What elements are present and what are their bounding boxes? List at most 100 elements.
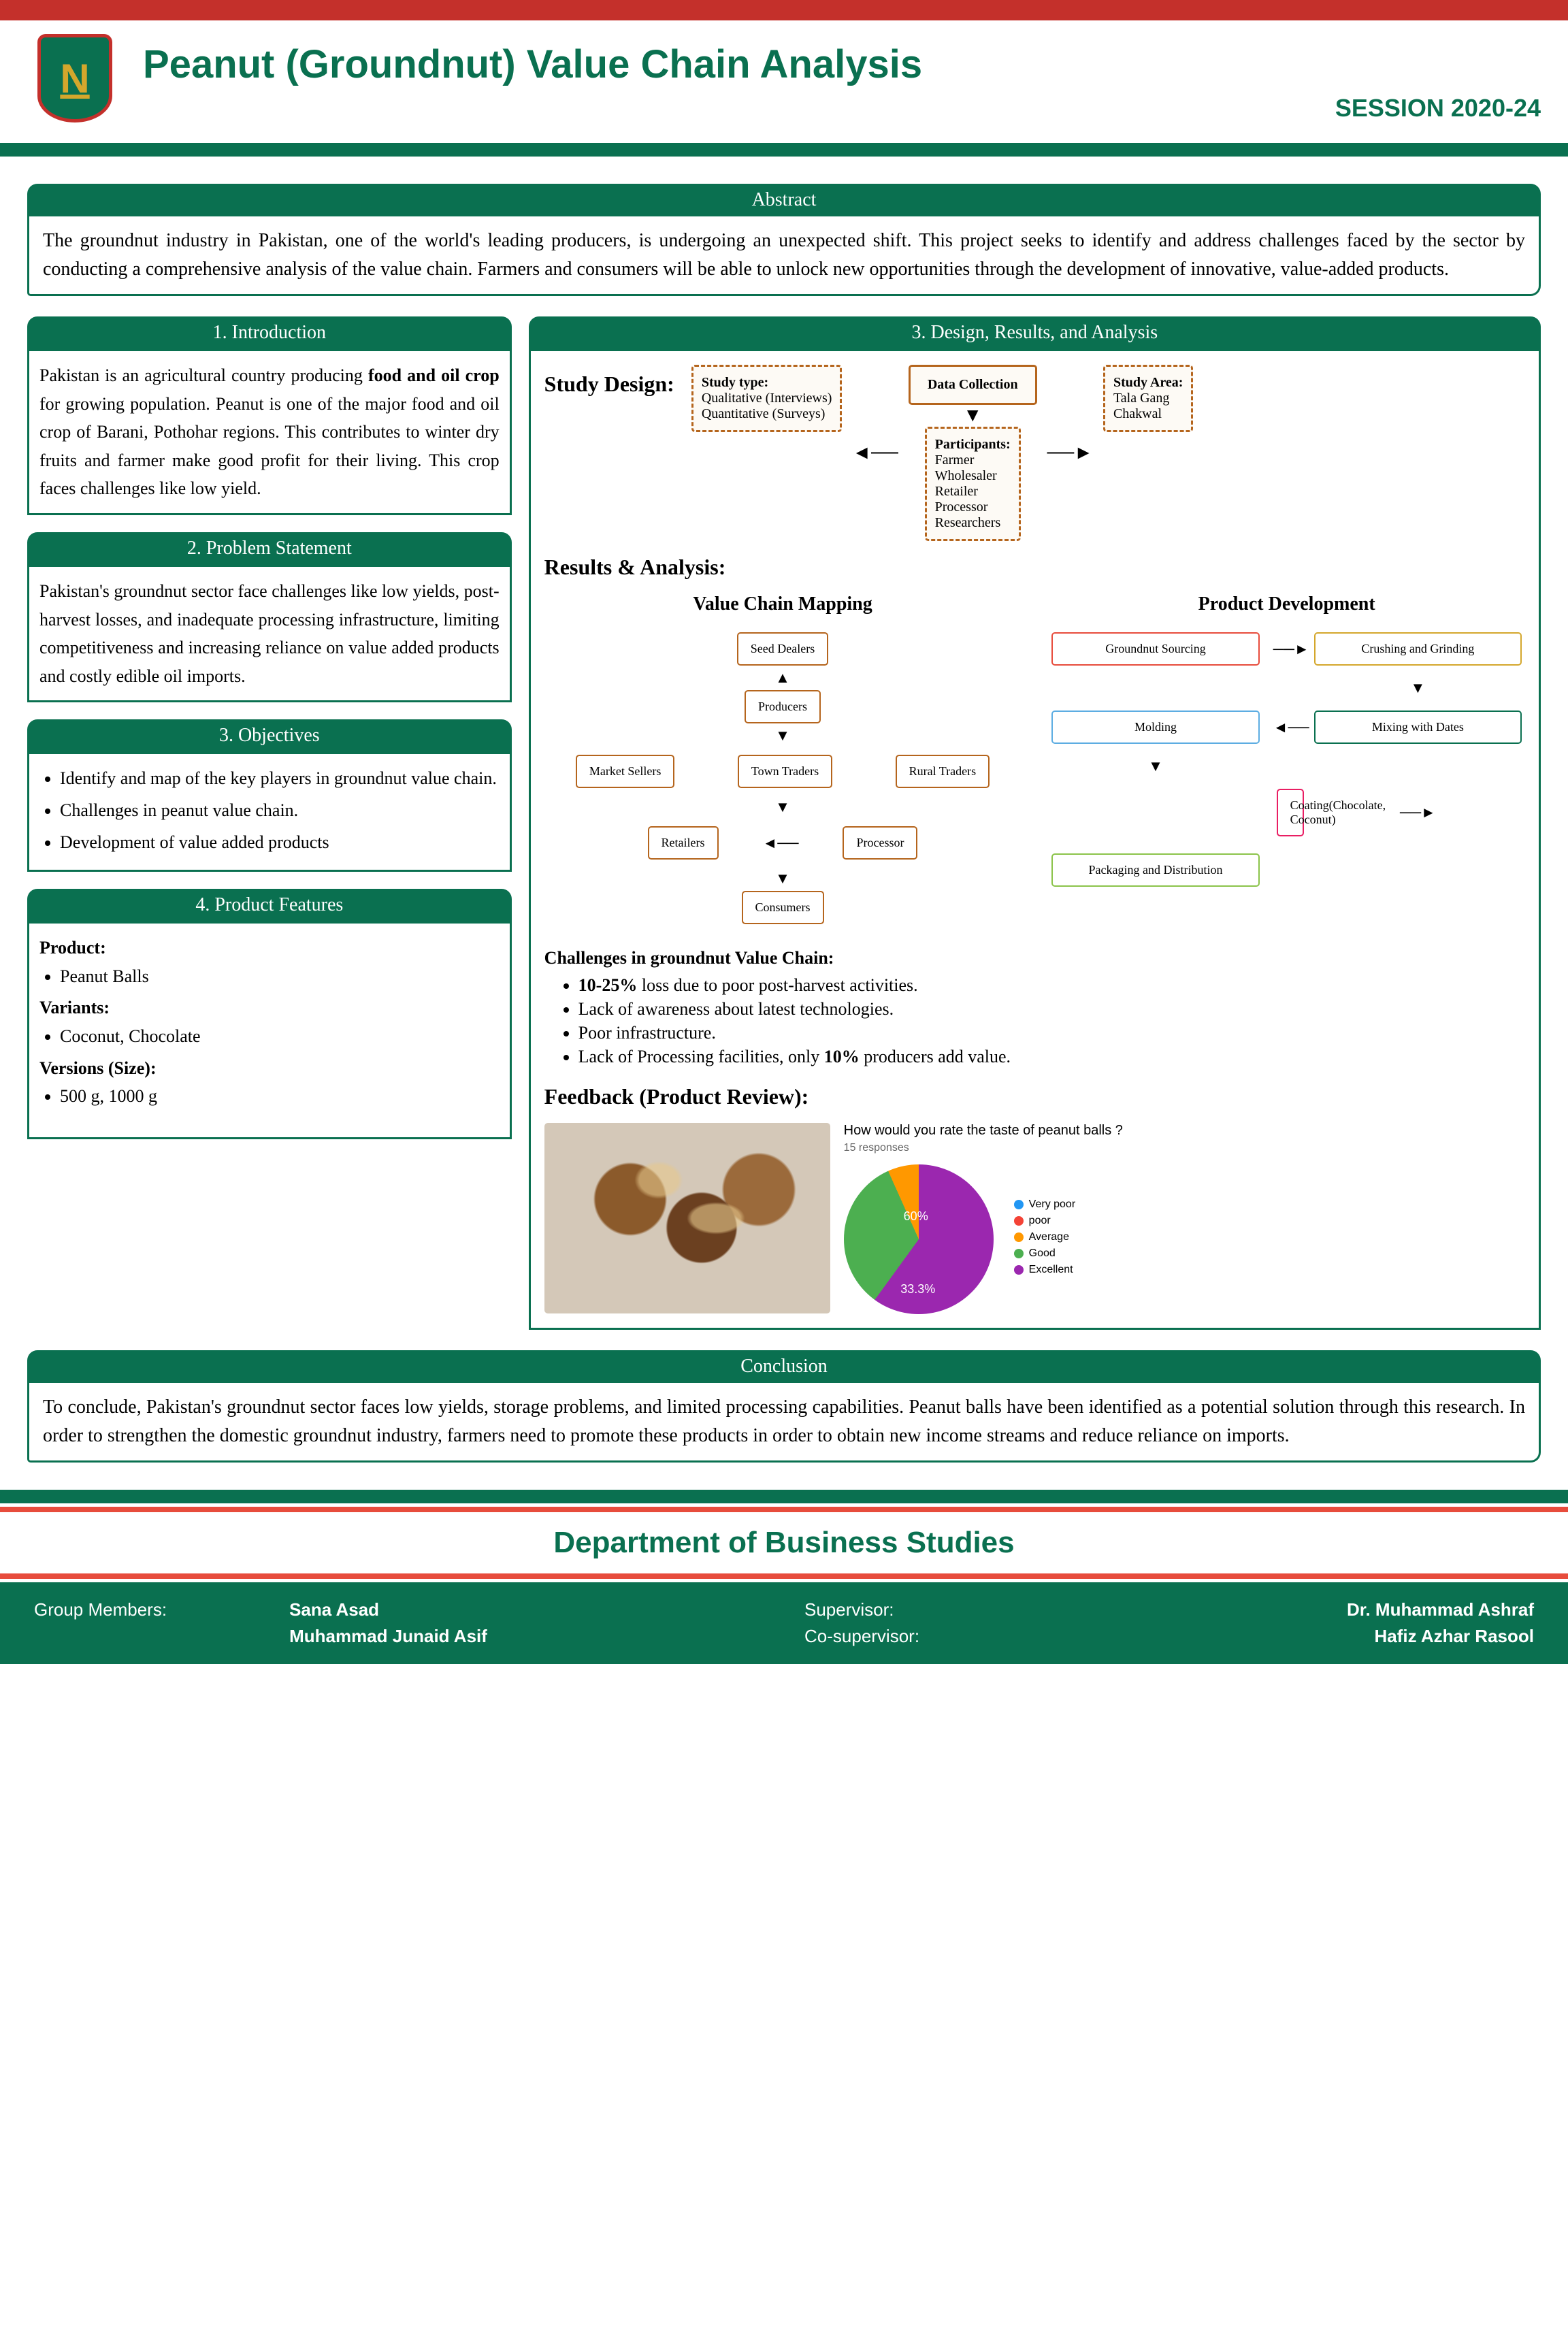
left-column: 1. Introduction Pakistan is an agricultu… [27, 316, 512, 1330]
feedback-title: Feedback (Product Review): [544, 1084, 1525, 1109]
abstract-heading: Abstract [27, 184, 1541, 216]
cosupervisor-name: Hafiz Azhar Rasool [1374, 1626, 1534, 1647]
vc-node: Rural Traders [896, 755, 990, 788]
objective-item: Development of value added products [60, 828, 500, 857]
objectives-list: Identify and map of the key players in g… [27, 752, 512, 872]
vc-node: Consumers [742, 891, 824, 924]
pie-legend: Very poor poor Average Good Excellent [1014, 1198, 1075, 1280]
logo: N [27, 34, 122, 129]
design-panel: Study Design: Study type: Qualitative (I… [529, 349, 1541, 1330]
objective-item: Challenges in peanut value chain. [60, 796, 500, 825]
arrow-down-icon: ▼ [963, 405, 982, 427]
arrow-up-icon: ▲ [544, 669, 1022, 687]
pd-title: Product Development [1048, 593, 1525, 615]
credits-bar: Group Members: Sana Asad Muhammad Junaid… [0, 1582, 1568, 1664]
arrow-down-icon: ▼ [544, 727, 1022, 745]
conclusion-heading: Conclusion [27, 1350, 1541, 1383]
pie-title: How would you rate the taste of peanut b… [844, 1123, 1525, 1139]
teal-divider [0, 143, 1568, 157]
teal-divider [0, 1490, 1568, 1503]
study-design-row: Study Design: Study type: Qualitative (I… [544, 365, 1525, 541]
arrow-left-icon: ◄── [763, 834, 799, 852]
main-title: Peanut (Groundnut) Value Chain Analysis [143, 42, 1541, 87]
arrow-down-icon: ▼ [544, 798, 1022, 816]
pd-node: Mixing with Dates [1314, 710, 1522, 744]
abstract-section: Abstract The groundnut industry in Pakis… [27, 184, 1541, 296]
features-section: 4. Product Features Product: Peanut Ball… [27, 889, 512, 1139]
problem-section: 2. Problem Statement Pakistan's groundnu… [27, 532, 512, 702]
vc-node: Market Sellers [576, 755, 674, 788]
legend-item: Excellent [1014, 1264, 1075, 1276]
members-label: Group Members: [34, 1599, 167, 1647]
legend-item: Good [1014, 1247, 1075, 1260]
features-body: Product: Peanut Balls Variants: Coconut,… [27, 921, 512, 1139]
vc-node: Seed Dealers [737, 632, 828, 666]
arrow-down-icon: ▼ [1311, 679, 1525, 697]
vc-node: Producers [745, 690, 821, 723]
legend-item: Very poor [1014, 1198, 1075, 1211]
legend-item: Average [1014, 1231, 1075, 1243]
content: Abstract The groundnut industry in Pakis… [0, 157, 1568, 1490]
pd-node: Molding [1051, 710, 1259, 744]
vc-node: Town Traders [738, 755, 832, 788]
legend-item: poor [1014, 1215, 1075, 1227]
arrow-icon: ◄── [852, 442, 898, 464]
challenge-item: 10-25% loss due to poor post-harvest act… [578, 975, 1525, 996]
session-label: SESSION 2020-24 [143, 94, 1541, 122]
study-area-box: Study Area: Tala Gang Chakwal [1103, 365, 1193, 432]
data-collection-box: Data Collection [909, 365, 1037, 405]
member-name: Muhammad Junaid Asif [289, 1626, 487, 1647]
problem-text: Pakistan's groundnut sector face challen… [27, 565, 512, 702]
department-label: Department of Business Studies [0, 1516, 1568, 1570]
challenge-item: Poor infrastructure. [578, 1023, 1525, 1043]
member-name: Sana Asad [289, 1599, 487, 1620]
value-chain-diagram: Value Chain Mapping Seed Dealers ▲ Produ… [544, 593, 1022, 928]
challenges-section: Challenges in groundnut Value Chain: 10-… [544, 948, 1525, 1067]
features-heading: 4. Product Features [27, 889, 512, 921]
objective-item: Identify and map of the key players in g… [60, 764, 500, 793]
results-label: Results & Analysis: [544, 555, 1525, 580]
introduction-section: 1. Introduction Pakistan is an agricultu… [27, 316, 512, 515]
conclusion-text: To conclude, Pakistan's groundnut sector… [27, 1383, 1541, 1463]
arrow-icon: ◄── [1273, 719, 1301, 736]
pie-chart-area: How would you rate the taste of peanut b… [844, 1123, 1525, 1314]
intro-text: Pakistan is an agricultural country prod… [27, 349, 512, 515]
arrow-down-icon: ▼ [544, 870, 1022, 887]
top-red-bar [0, 0, 1568, 20]
supervisor-label: Supervisor: [804, 1599, 894, 1620]
header: N Peanut (Groundnut) Value Chain Analysi… [0, 20, 1568, 143]
pie-chart: 60% 33.3% [844, 1164, 994, 1314]
intro-heading: 1. Introduction [27, 316, 512, 349]
pie-slice-label: 60% [904, 1209, 928, 1224]
arrow-down-icon: ▼ [1048, 757, 1262, 775]
vc-node: Retailers [648, 826, 719, 860]
challenge-item: Lack of Processing facilities, only 10% … [578, 1047, 1525, 1067]
columns: 1. Introduction Pakistan is an agricultu… [27, 316, 1541, 1330]
arrow-icon: ──► [1311, 804, 1525, 821]
product-dev-diagram: Product Development Groundnut Sourcing──… [1048, 593, 1525, 928]
right-column: 3. Design, Results, and Analysis Study D… [529, 316, 1541, 1330]
red-divider [0, 1573, 1568, 1579]
product-image [544, 1123, 830, 1313]
feedback-row: How would you rate the taste of peanut b… [544, 1123, 1525, 1314]
challenge-item: Lack of awareness about latest technolog… [578, 999, 1525, 1019]
study-type-box: Study type: Qualitative (Interviews) Qua… [691, 365, 843, 432]
arrow-icon: ──► [1273, 640, 1301, 658]
pd-node: Packaging and Distribution [1051, 853, 1259, 887]
problem-heading: 2. Problem Statement [27, 532, 512, 565]
pie-slice-label: 33.3% [900, 1282, 935, 1296]
participants-box: Participants: FarmerWholesalerRetailerPr… [925, 427, 1021, 541]
pd-node: Coating(Chocolate, Coconut) [1277, 789, 1304, 836]
cosupervisor-label: Co-supervisor: [804, 1626, 919, 1647]
red-divider [0, 1507, 1568, 1512]
logo-shield: N [37, 34, 112, 122]
objectives-heading: 3. Objectives [27, 719, 512, 752]
conclusion-section: Conclusion To conclude, Pakistan's groun… [27, 1350, 1541, 1463]
design-heading: 3. Design, Results, and Analysis [529, 316, 1541, 349]
title-area: Peanut (Groundnut) Value Chain Analysis … [143, 42, 1541, 122]
pie-responses: 15 responses [844, 1142, 1525, 1154]
abstract-text: The groundnut industry in Pakistan, one … [27, 216, 1541, 296]
objectives-section: 3. Objectives Identify and map of the ke… [27, 719, 512, 872]
supervisor-name: Dr. Muhammad Ashraf [1347, 1599, 1534, 1620]
arrow-icon: ──► [1047, 442, 1093, 464]
